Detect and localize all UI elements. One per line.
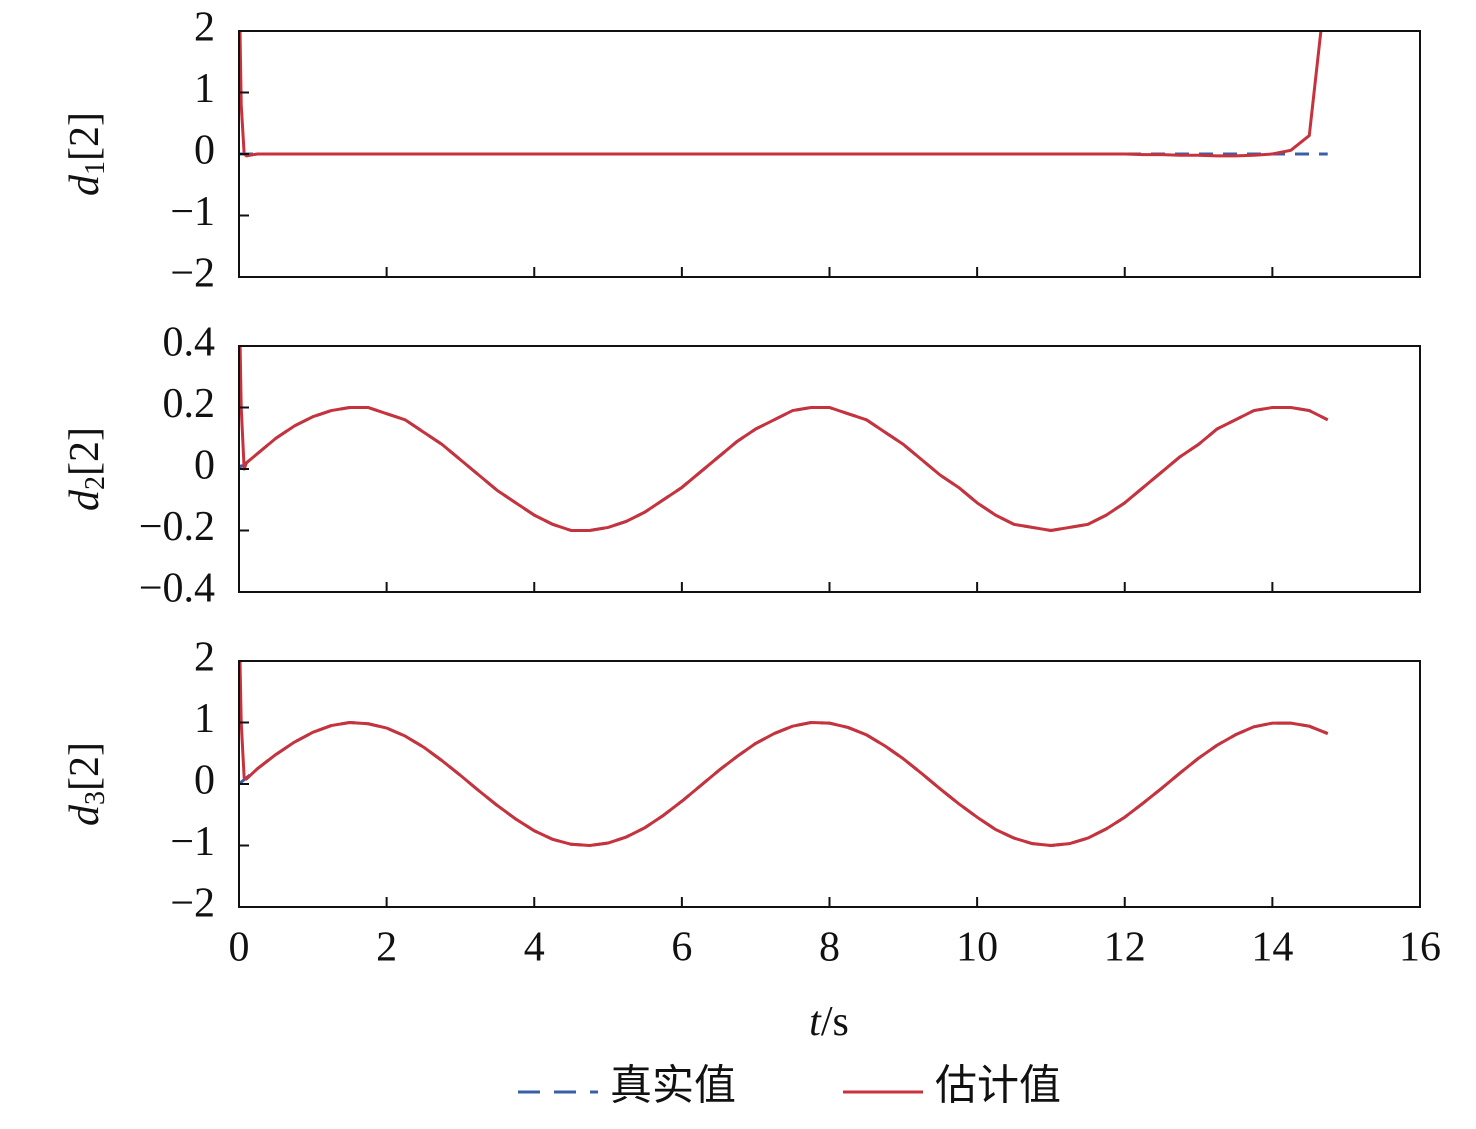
axes-frame xyxy=(238,345,1421,593)
y-tick-label: −1 xyxy=(170,819,215,865)
x-tick-label: 0 xyxy=(229,925,250,971)
x-tick-label: 14 xyxy=(1251,925,1293,971)
y-tick-label: −0.2 xyxy=(139,504,215,550)
y-axis-label: d3[2] xyxy=(62,742,112,826)
plot-area xyxy=(239,661,1329,847)
plot-area xyxy=(239,31,1328,158)
x-tick-label: 12 xyxy=(1104,925,1146,971)
y-tick-label: −0.4 xyxy=(139,566,215,612)
legend-label: 真实值 xyxy=(610,1063,736,1110)
x-tick-label: 6 xyxy=(671,925,692,971)
y-label-base: d xyxy=(62,804,108,826)
y-label-rest: [2] xyxy=(62,742,108,791)
y-tick-label: −2 xyxy=(170,881,215,927)
y-label-sub: 2 xyxy=(80,476,111,490)
y-label-rest: [2] xyxy=(62,112,108,161)
y-label-base: d xyxy=(62,489,108,511)
x-tick-label: 16 xyxy=(1399,925,1441,971)
y-label-sub: 3 xyxy=(80,791,111,805)
series-line xyxy=(239,661,1329,847)
series-line xyxy=(239,31,1323,158)
y-tick-label: 2 xyxy=(194,5,215,51)
x-label-var: t xyxy=(809,999,822,1045)
x-tick-label: 10 xyxy=(956,925,998,971)
y-tick-label: 1 xyxy=(194,66,215,112)
axes-frame xyxy=(238,660,1421,908)
x-tick-label: 8 xyxy=(819,925,840,971)
legend-label: 估计值 xyxy=(935,1064,1061,1110)
y-label-rest: [2] xyxy=(62,427,108,476)
y-tick-label: −1 xyxy=(170,189,215,235)
y-tick-label: 2 xyxy=(194,635,215,681)
series-line xyxy=(239,721,1329,847)
y-axis-label: d1[2] xyxy=(62,112,112,196)
y-tick-label: 0 xyxy=(194,443,215,489)
y-axis-label: d2[2] xyxy=(62,427,112,511)
y-tick-label: 1 xyxy=(194,696,215,742)
y-tick-label: 0 xyxy=(194,128,215,174)
x-tick-label: 2 xyxy=(376,925,397,971)
y-tick-label: −2 xyxy=(170,251,215,297)
y-label-base: d xyxy=(62,174,108,196)
y-tick-label: 0.2 xyxy=(163,381,216,427)
series-line xyxy=(239,346,1329,532)
x-axis-label: t/s xyxy=(809,999,849,1045)
plot-area xyxy=(239,346,1329,532)
y-tick-label: 0 xyxy=(194,758,215,804)
y-label-sub: 1 xyxy=(80,161,111,175)
x-tick-label: 4 xyxy=(524,925,545,971)
x-label-unit: /s xyxy=(821,999,849,1045)
y-tick-label: 0.4 xyxy=(163,320,216,366)
